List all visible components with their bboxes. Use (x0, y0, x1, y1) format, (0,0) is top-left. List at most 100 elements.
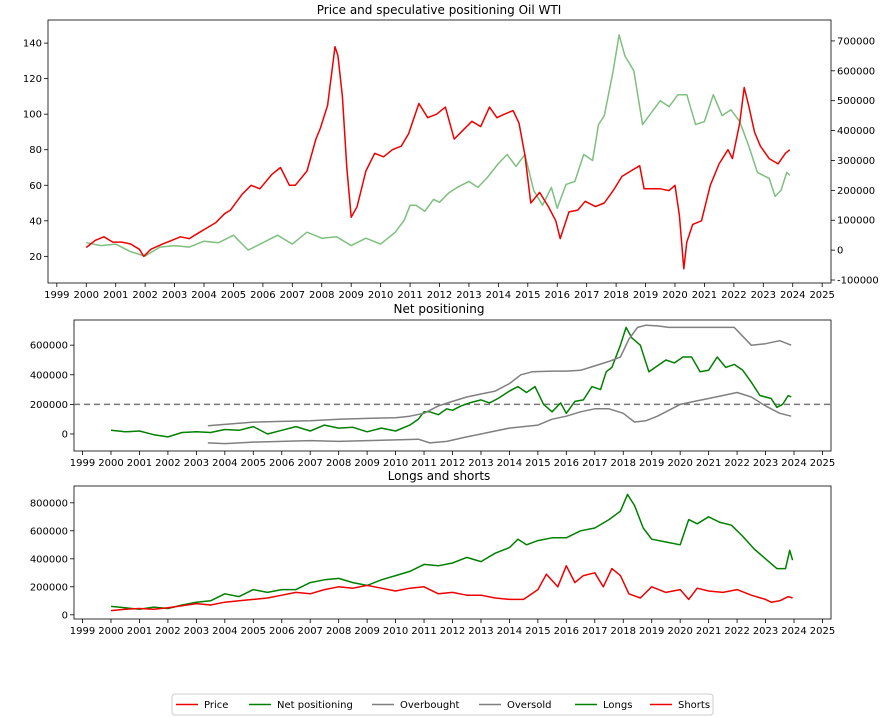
x-tick-label: 2017 (582, 458, 607, 469)
legend-item: Net positioning (249, 700, 353, 711)
x-tick-label: 2008 (309, 290, 334, 301)
x-tick-label: 2007 (280, 290, 305, 301)
legend-label: Overbought (400, 700, 460, 711)
longs-shorts-chart: Longs and shorts 1999 2000 2001 2002 2003 200… (30, 469, 835, 637)
legend-frame (171, 693, 714, 716)
legend: Price Net positioning Overbought Oversold Lo… (171, 693, 714, 716)
chart-title: Longs and shorts (388, 469, 491, 483)
x-tick-label: 2008 (326, 458, 351, 469)
x-tick-label: 2024 (781, 626, 806, 637)
x-tick-label: 2010 (383, 626, 408, 637)
x-tick-label: 2002 (155, 626, 180, 637)
series-line-oversold (207, 391, 792, 445)
x-tick-label: 2000 (98, 458, 123, 469)
y-right-tick-label: 200000 (837, 186, 875, 197)
y-tick-label: 120 (23, 74, 42, 85)
x-tick-label: 2009 (338, 290, 363, 301)
y-tick-label: 200000 (30, 582, 68, 593)
plot-frame (73, 319, 832, 452)
x-tick-label: 2014 (497, 626, 522, 637)
x-tick-label: 2003 (184, 626, 209, 637)
y-tick-label: 60 (29, 181, 42, 192)
x-tick-label: 2024 (780, 290, 805, 301)
series-line-net-positioning (86, 34, 791, 257)
x-tick-label: 2019 (633, 290, 658, 301)
x-tick-label: 2022 (724, 626, 749, 637)
y-tick-label: 40 (29, 216, 42, 227)
y-tick-label: 0 (62, 429, 68, 440)
y-tick-label: 20 (29, 252, 42, 263)
x-tick-label: 2018 (611, 458, 636, 469)
x-tick-label: 2019 (639, 626, 664, 637)
x-tick-label: 2022 (721, 290, 746, 301)
y-tick-label: 200000 (30, 400, 68, 411)
y-tick-label: 80 (29, 145, 42, 156)
x-tick-label: 2010 (383, 458, 408, 469)
x-tick-label: 2005 (221, 290, 246, 301)
y-right-tick-label: 0 (837, 246, 843, 257)
legend-label: Price (204, 700, 228, 711)
x-tick-label: 2016 (545, 290, 570, 301)
x-tick-label: 2021 (696, 626, 721, 637)
x-tick-label: 2012 (440, 626, 465, 637)
x-tick-label: 1999 (70, 458, 95, 469)
x-tick-label: 2004 (212, 458, 237, 469)
x-tick-label: 2000 (74, 290, 99, 301)
x-tick-label: 2004 (191, 290, 216, 301)
x-tick-label: 2023 (753, 458, 778, 469)
price-chart: Price and speculative positioning Oil WT… (23, 3, 879, 301)
x-tick-label: 2013 (456, 290, 481, 301)
x-tick-label: 2001 (103, 290, 128, 301)
x-tick-label: 2023 (753, 626, 778, 637)
x-tick-label: 2005 (241, 626, 266, 637)
x-tick-label: 2020 (662, 290, 687, 301)
x-tick-label: 2003 (162, 290, 187, 301)
legend-label: Oversold (507, 700, 552, 711)
y-tick-label: 100 (23, 110, 42, 121)
x-tick-label: 2016 (554, 458, 579, 469)
series-line-shorts (110, 565, 793, 612)
x-tick-label: 1999 (70, 626, 95, 637)
x-tick-label: 2016 (554, 626, 579, 637)
x-tick-label: 2021 (692, 290, 717, 301)
x-tick-label: 2024 (781, 458, 806, 469)
x-tick-label: 2013 (468, 626, 493, 637)
legend-item: Shorts (650, 700, 710, 711)
legend-item: Longs (575, 700, 632, 711)
x-tick-label: 2000 (98, 626, 123, 637)
x-tick-label: 2015 (525, 458, 550, 469)
series-line-price (85, 45, 791, 270)
series-line-overbought (207, 324, 792, 427)
x-tick-label: 2009 (354, 626, 379, 637)
x-tick-label: 2006 (269, 626, 294, 637)
x-tick-label: 2002 (132, 290, 157, 301)
y-tick-label: 0 (62, 610, 68, 621)
chart-title: Net positioning (394, 302, 485, 316)
legend-item: Oversold (479, 700, 552, 711)
y-right-tick-label: 100000 (837, 216, 875, 227)
series-line-net-positioning (110, 326, 792, 438)
y-right-tick-label: 700000 (837, 36, 875, 47)
x-tick-label: 2011 (411, 626, 436, 637)
legend-label: Longs (603, 700, 632, 711)
x-tick-label: 2003 (184, 458, 209, 469)
x-tick-label: 2014 (486, 290, 511, 301)
legend-label: Net positioning (277, 700, 353, 711)
y-right-tick-label: 600000 (837, 66, 875, 77)
x-tick-label: 2014 (497, 458, 522, 469)
x-tick-label: 2018 (603, 290, 628, 301)
y-right-tick-label: 500000 (837, 96, 875, 107)
plot-frame (73, 485, 832, 620)
y-right-tick-label: 400000 (837, 126, 875, 137)
x-tick-label: 2002 (155, 458, 180, 469)
x-tick-label: 2017 (574, 290, 599, 301)
legend-item: Price (176, 700, 228, 711)
legend-label: Shorts (678, 700, 710, 711)
y-tick-label: 140 (23, 39, 42, 50)
x-tick-label: 2025 (810, 626, 835, 637)
x-tick-label: 2012 (427, 290, 452, 301)
x-tick-label: 2010 (368, 290, 393, 301)
x-tick-label: 2015 (515, 290, 540, 301)
x-tick-label: 2007 (297, 458, 322, 469)
